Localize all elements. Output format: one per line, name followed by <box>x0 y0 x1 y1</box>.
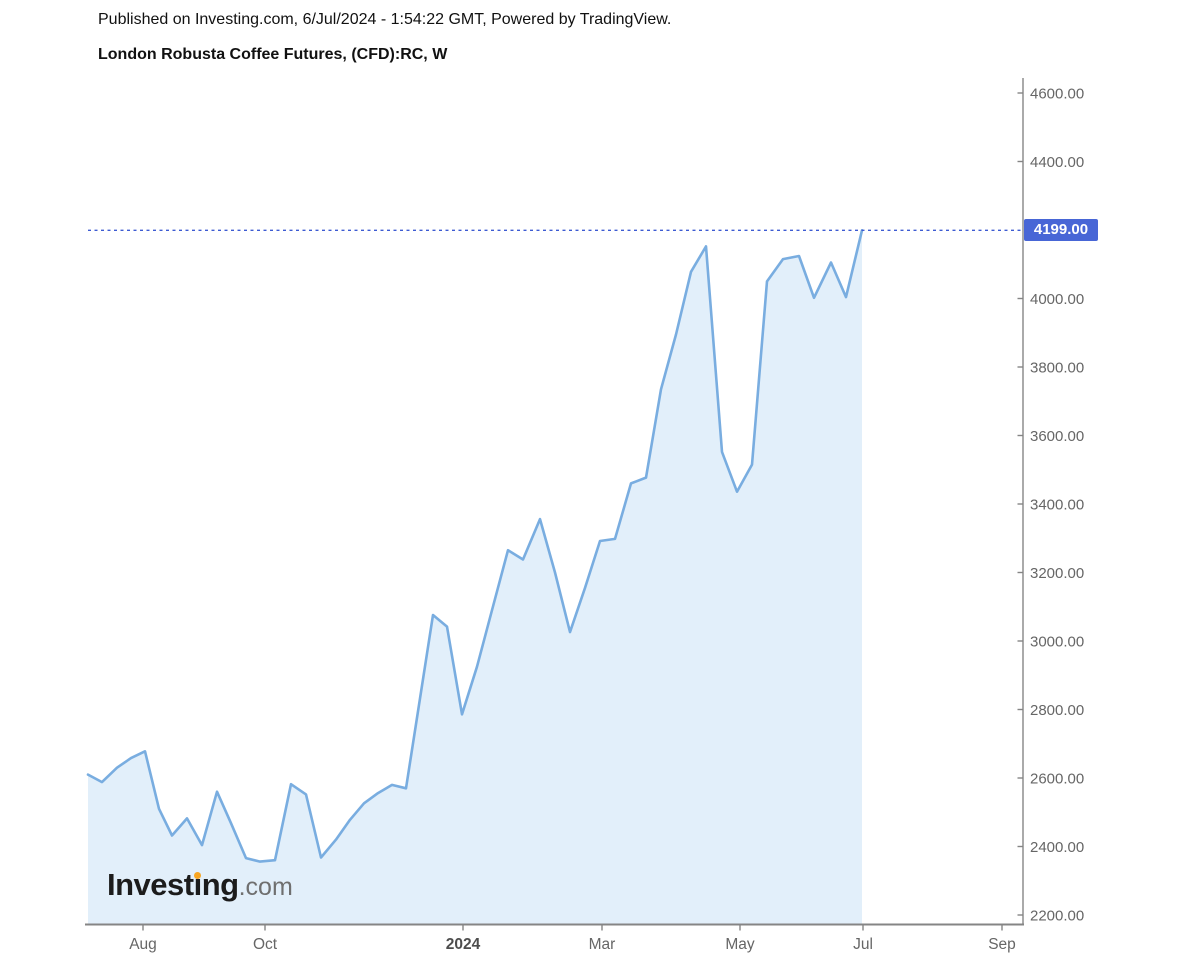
investing-logo-tld: .com <box>238 873 293 901</box>
y-tick-label: 4000.00 <box>1030 291 1084 308</box>
logo-text-part1: Invest <box>107 867 194 902</box>
y-tick-label: 3000.00 <box>1030 634 1084 651</box>
y-tick-label: 2600.00 <box>1030 771 1084 788</box>
x-tick-label: Jul <box>853 936 873 953</box>
y-axis[interactable]: 4600.00 4400.00 4000.00 3800.00 3600.00 3400.… <box>1017 78 1085 925</box>
y-tick-label: 3200.00 <box>1030 565 1084 582</box>
x-tick-label: Sep <box>988 936 1016 953</box>
y-tick-label: 3600.00 <box>1030 428 1084 445</box>
x-tick-label: Oct <box>253 936 278 953</box>
x-axis[interactable]: Aug Oct 2024 Mar May Jul Sep <box>85 923 1024 954</box>
last-price-badge: 4199.00 <box>1024 219 1098 241</box>
x-tick-label: May <box>725 936 755 953</box>
y-tick-label: 4400.00 <box>1030 154 1084 171</box>
chart-title: London Robusta Coffee Futures, (CFD):RC,… <box>98 46 448 63</box>
price-line <box>86 229 864 863</box>
y-tick-label: 3400.00 <box>1030 497 1084 514</box>
area-fill <box>88 230 862 924</box>
investing-logo-text: Investing <box>107 867 239 902</box>
investing-logo: Investing.com <box>107 869 293 900</box>
x-tick-label: Mar <box>589 936 616 953</box>
y-tick-label: 3800.00 <box>1030 360 1084 377</box>
logo-text-part2: ng <box>201 867 239 902</box>
y-tick-label: 2800.00 <box>1030 702 1084 719</box>
x-tick-label: 2024 <box>446 936 481 953</box>
y-tick-label: 4600.00 <box>1030 86 1084 103</box>
y-tick-label: 2200.00 <box>1030 908 1084 925</box>
logo-orange-dot-i: i <box>193 867 203 902</box>
published-line: Published on Investing.com, 6/Jul/2024 -… <box>98 11 672 28</box>
y-tick-label: 2400.00 <box>1030 839 1084 856</box>
x-tick-label: Aug <box>129 936 157 953</box>
